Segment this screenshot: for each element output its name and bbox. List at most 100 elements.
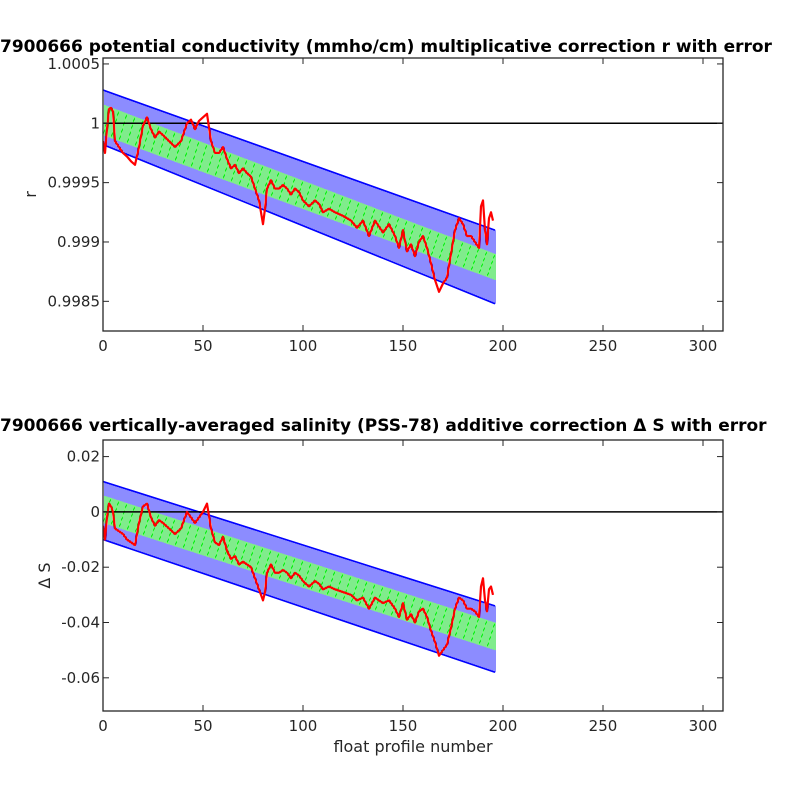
error-hatch <box>486 622 496 648</box>
error-hatch <box>358 204 368 230</box>
error-bars-inner <box>103 104 496 280</box>
error-hatch <box>350 578 360 604</box>
error-hatch <box>278 174 288 201</box>
error-hatch <box>334 573 344 599</box>
error-hatch <box>126 505 136 531</box>
error-hatch <box>366 583 376 609</box>
error-hatch <box>318 567 328 594</box>
axes-frame <box>102 57 724 332</box>
error-hatch <box>126 116 136 145</box>
plot-area <box>103 440 723 711</box>
error-hatch <box>470 617 480 643</box>
error-envelope-lower <box>103 538 496 674</box>
error-hatch <box>238 159 248 186</box>
error-hatch <box>262 168 272 195</box>
error-hatch <box>254 165 264 192</box>
chart-title: 7900666 vertically-averaged salinity (PS… <box>0 416 767 436</box>
y-tick-label: 0.9985 <box>48 292 101 310</box>
error-hatch <box>358 580 368 607</box>
error-hatch <box>230 156 240 183</box>
error-hatch <box>478 619 488 646</box>
error-hatch <box>166 131 176 159</box>
x-tick-label: 0 <box>98 717 108 735</box>
error-hatch <box>318 189 328 216</box>
error-hatch <box>198 143 208 171</box>
x-tick-label: 100 <box>289 717 318 735</box>
x-tick-label: 250 <box>589 717 618 735</box>
x-tick-label: 0 <box>98 337 108 355</box>
error-hatch <box>190 526 200 552</box>
x-tick-label: 50 <box>193 717 212 735</box>
y-tick-label: -0.06 <box>61 669 100 687</box>
y-tick-label: 0.999 <box>57 233 100 251</box>
error-hatch <box>230 539 240 565</box>
y-tick-label: 1 <box>90 114 100 132</box>
error-hatch <box>158 128 168 156</box>
error-hatch <box>462 614 472 640</box>
error-hatch <box>134 119 144 148</box>
error-hatch <box>462 244 472 269</box>
error-hatch <box>110 110 120 139</box>
error-hatch <box>366 207 376 233</box>
x-tick-label: 300 <box>689 717 718 735</box>
error-hatch <box>342 575 352 601</box>
error-hatch <box>454 612 464 638</box>
error-hatch <box>438 235 448 260</box>
error-hatch <box>438 606 448 633</box>
error-hatch <box>326 570 336 596</box>
error-hatch <box>430 604 440 630</box>
error-hatch <box>374 586 384 612</box>
plot-area <box>103 58 723 331</box>
plot-content <box>103 89 723 305</box>
error-hatch <box>486 253 496 278</box>
error-hatch <box>182 137 192 165</box>
plot-content <box>103 480 723 674</box>
error-hatch <box>222 153 232 180</box>
x-tick-label: 200 <box>489 717 518 735</box>
error-hatch <box>158 515 168 542</box>
y-axis-label: Δ S <box>35 562 54 588</box>
y-tick-label: -0.04 <box>61 614 100 632</box>
error-hatch <box>374 211 384 236</box>
error-hatch <box>254 547 264 573</box>
chart-title: 7900666 potential conductivity (mmho/cm)… <box>0 37 773 57</box>
chart-panel-1: 7900666 potential conductivity (mmho/cm)… <box>0 37 773 355</box>
y-tick-label: 0 <box>90 503 100 521</box>
y-tick-label: 0.02 <box>67 448 100 466</box>
error-hatch <box>326 192 336 218</box>
error-hatch <box>422 229 432 254</box>
chart-panel-2: 7900666 vertically-averaged salinity (PS… <box>0 416 767 756</box>
data-line-1 <box>103 106 495 293</box>
error-hatch <box>190 140 200 168</box>
x-tick-label: 150 <box>389 337 418 355</box>
error-hatch <box>302 183 312 210</box>
x-tick-label: 150 <box>389 717 418 735</box>
x-tick-label: 250 <box>589 337 618 355</box>
error-hatch <box>422 601 432 627</box>
error-hatch <box>262 549 272 575</box>
error-hatch <box>470 247 480 272</box>
error-hatch <box>118 503 128 529</box>
x-tick-label: 300 <box>689 337 718 355</box>
x-tick-label: 100 <box>289 337 318 355</box>
error-hatch <box>270 552 280 578</box>
x-tick-label: 200 <box>489 337 518 355</box>
error-hatch <box>390 217 400 242</box>
data-line-1 <box>103 502 495 657</box>
error-hatch <box>454 241 464 266</box>
axes-frame <box>102 439 724 712</box>
error-hatch <box>414 226 424 251</box>
y-tick-label: 1.0005 <box>48 55 101 73</box>
error-hatch <box>294 560 304 586</box>
error-envelope-upper <box>103 89 496 231</box>
error-hatch <box>478 250 488 275</box>
error-hatch <box>286 177 296 204</box>
error-hatch <box>214 149 224 177</box>
x-tick-label: 50 <box>193 337 212 355</box>
y-tick-label: -0.02 <box>61 558 100 576</box>
x-axis-label: float profile number <box>333 737 493 756</box>
y-axis-label: r <box>21 191 40 198</box>
error-hatch <box>278 554 288 581</box>
error-hatch <box>310 565 320 591</box>
